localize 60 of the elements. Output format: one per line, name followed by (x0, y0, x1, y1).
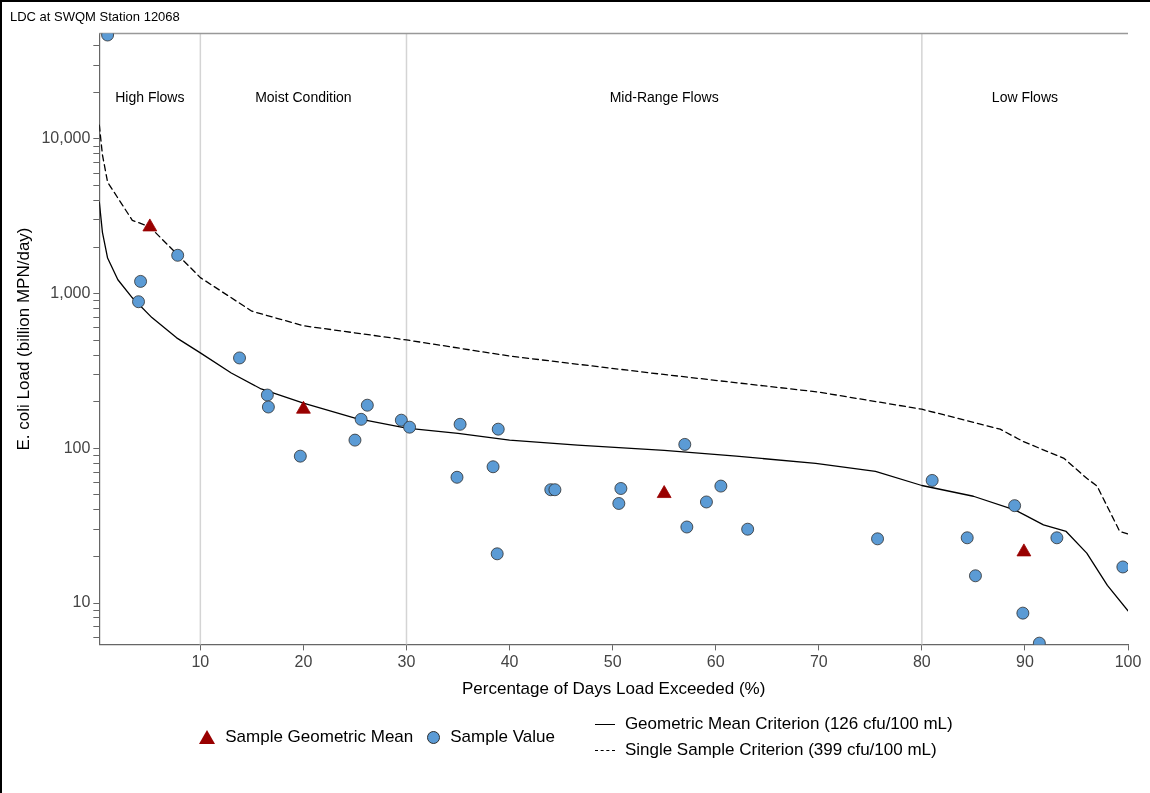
point (348, 433, 362, 447)
point (1016, 543, 1032, 557)
point (354, 412, 368, 426)
point (450, 470, 464, 484)
point (960, 531, 974, 545)
point (680, 520, 694, 534)
point (969, 569, 982, 583)
point (394, 413, 408, 427)
point (1050, 531, 1064, 545)
point (142, 218, 158, 232)
x-tick-label: 70 (809, 653, 828, 671)
annotation: High Flows (115, 89, 185, 106)
point (403, 420, 416, 434)
legend-label: Single Sample Criterion (399 cfu/100 mL) (624, 740, 937, 760)
point (132, 295, 145, 309)
point (925, 474, 939, 487)
point (491, 422, 505, 436)
point (1116, 560, 1128, 574)
point (612, 497, 626, 510)
point (1008, 499, 1022, 513)
y-tick-label: 100 (63, 438, 91, 456)
y-tick-label: 10 (72, 593, 91, 611)
legend-label: Sample Value (450, 727, 555, 747)
x-tick-label: 40 (500, 653, 519, 671)
x-tick-label: 50 (603, 653, 622, 671)
annotation: Moist Condition (255, 89, 352, 106)
x-tick-label: 90 (1016, 653, 1034, 671)
annotation: Mid-Range Flows (609, 89, 719, 106)
point (171, 248, 185, 262)
y-tick-label: 1,000 (50, 284, 91, 302)
x-tick-label: 30 (397, 653, 416, 671)
annotation: Low Flows (991, 89, 1058, 106)
x-tick-label: 60 (706, 653, 725, 671)
point (453, 417, 467, 431)
point (233, 351, 246, 365)
point (871, 532, 884, 546)
point (1016, 606, 1030, 620)
legend-label: Sample Geometric Mean (225, 727, 414, 747)
point (700, 495, 713, 509)
point (614, 482, 628, 495)
point (490, 547, 504, 561)
y-tick-label: 10,000 (41, 129, 91, 147)
x-tick-label: 20 (294, 653, 313, 671)
point (714, 479, 728, 493)
point (134, 275, 147, 288)
point (261, 400, 275, 414)
x-axis-title: Percentage of Days Load Exceeded (%) (462, 679, 766, 699)
x-tick-label: 100 (1114, 653, 1142, 671)
x-tick-label: 80 (912, 653, 931, 671)
point (260, 388, 274, 402)
point (548, 483, 562, 497)
chart-title: LDC at SWQM Station 12068 (10, 9, 180, 25)
point (360, 398, 374, 412)
x-tick-label: 10 (191, 653, 210, 671)
point (293, 449, 307, 463)
point (741, 522, 755, 536)
legend-label: Geometric Mean Criterion (126 cfu/100 mL) (624, 714, 953, 734)
y-axis-title: E. coli Load (billion MPN/day) (13, 227, 33, 451)
point (486, 460, 500, 474)
point (678, 438, 692, 451)
